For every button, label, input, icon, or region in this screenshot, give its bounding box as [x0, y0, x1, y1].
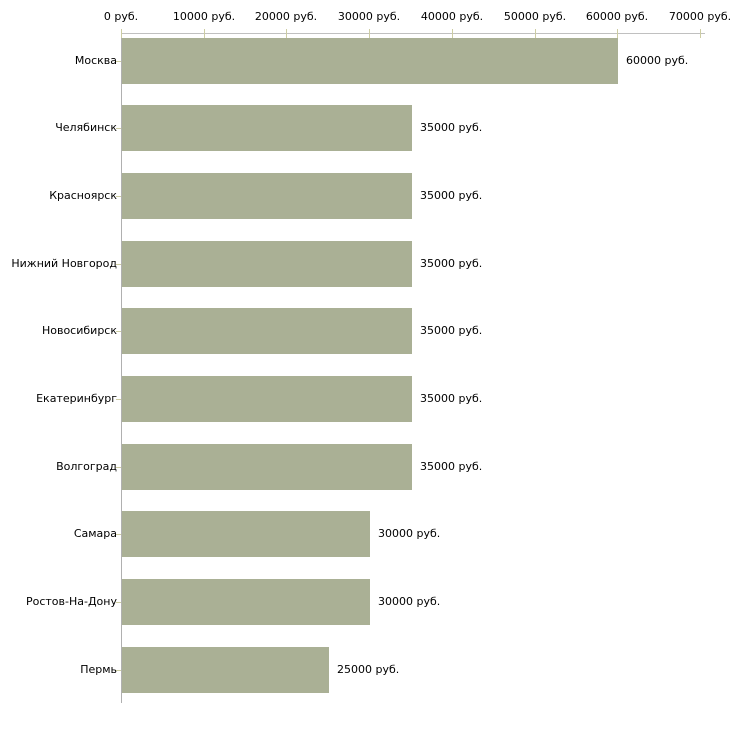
category-label: Новосибирск: [41, 324, 117, 337]
category-tick: [116, 128, 121, 129]
bar: [122, 38, 618, 84]
x-tick: [286, 29, 287, 38]
x-tick-label: 60000 руб.: [585, 10, 649, 23]
bar: [122, 241, 412, 287]
x-tick-label: 20000 руб.: [254, 10, 318, 23]
x-tick-label: 30000 руб.: [337, 10, 401, 23]
category-tick: [116, 534, 121, 535]
x-tick: [204, 29, 205, 38]
category-tick: [116, 602, 121, 603]
bar-value-label: 35000 руб.: [420, 121, 483, 134]
bar: [122, 173, 412, 219]
x-tick: [369, 29, 370, 38]
bar: [122, 511, 370, 557]
bar-value-label: 35000 руб.: [420, 460, 483, 473]
x-tick-label: 10000 руб.: [172, 10, 236, 23]
x-tick: [535, 29, 536, 38]
category-label: Нижний Новгород: [11, 257, 117, 270]
category-label: Ростов-На-Дону: [25, 595, 117, 608]
bar: [122, 579, 370, 625]
bar: [122, 376, 412, 422]
x-tick: [452, 29, 453, 38]
x-tick: [121, 29, 122, 38]
category-tick: [116, 264, 121, 265]
x-tick-label: 40000 руб.: [420, 10, 484, 23]
category-tick: [116, 196, 121, 197]
category-label: Красноярск: [49, 189, 117, 202]
bar-value-label: 30000 руб.: [378, 595, 441, 608]
bar: [122, 308, 412, 354]
bar-value-label: 35000 руб.: [420, 189, 483, 202]
category-label: Волгоград: [56, 460, 117, 473]
bar: [122, 444, 412, 490]
category-tick: [116, 331, 121, 332]
y-axis-line: [121, 33, 122, 703]
bar-value-label: 25000 руб.: [337, 663, 400, 676]
bar: [122, 105, 412, 151]
x-tick: [700, 29, 701, 38]
category-tick: [116, 399, 121, 400]
bar-value-label: 30000 руб.: [378, 527, 441, 540]
category-label: Челябинск: [55, 121, 117, 134]
category-label: Москва: [74, 54, 117, 67]
bar: [122, 647, 329, 693]
x-axis-line: [121, 33, 705, 34]
category-tick: [116, 670, 121, 671]
x-tick-label: 70000 руб.: [668, 10, 730, 23]
bar-value-label: 35000 руб.: [420, 257, 483, 270]
category-tick: [116, 467, 121, 468]
bar-value-label: 35000 руб.: [420, 392, 483, 405]
category-label: Самара: [73, 527, 117, 540]
bar-value-label: 35000 руб.: [420, 324, 483, 337]
x-tick: [617, 29, 618, 38]
category-tick: [116, 61, 121, 62]
bar-value-label: 60000 руб.: [626, 54, 689, 67]
category-label: Екатеринбург: [36, 392, 117, 405]
category-label: Пермь: [80, 663, 117, 676]
x-tick-label: 0 руб.: [103, 10, 139, 23]
x-tick-label: 50000 руб.: [503, 10, 567, 23]
